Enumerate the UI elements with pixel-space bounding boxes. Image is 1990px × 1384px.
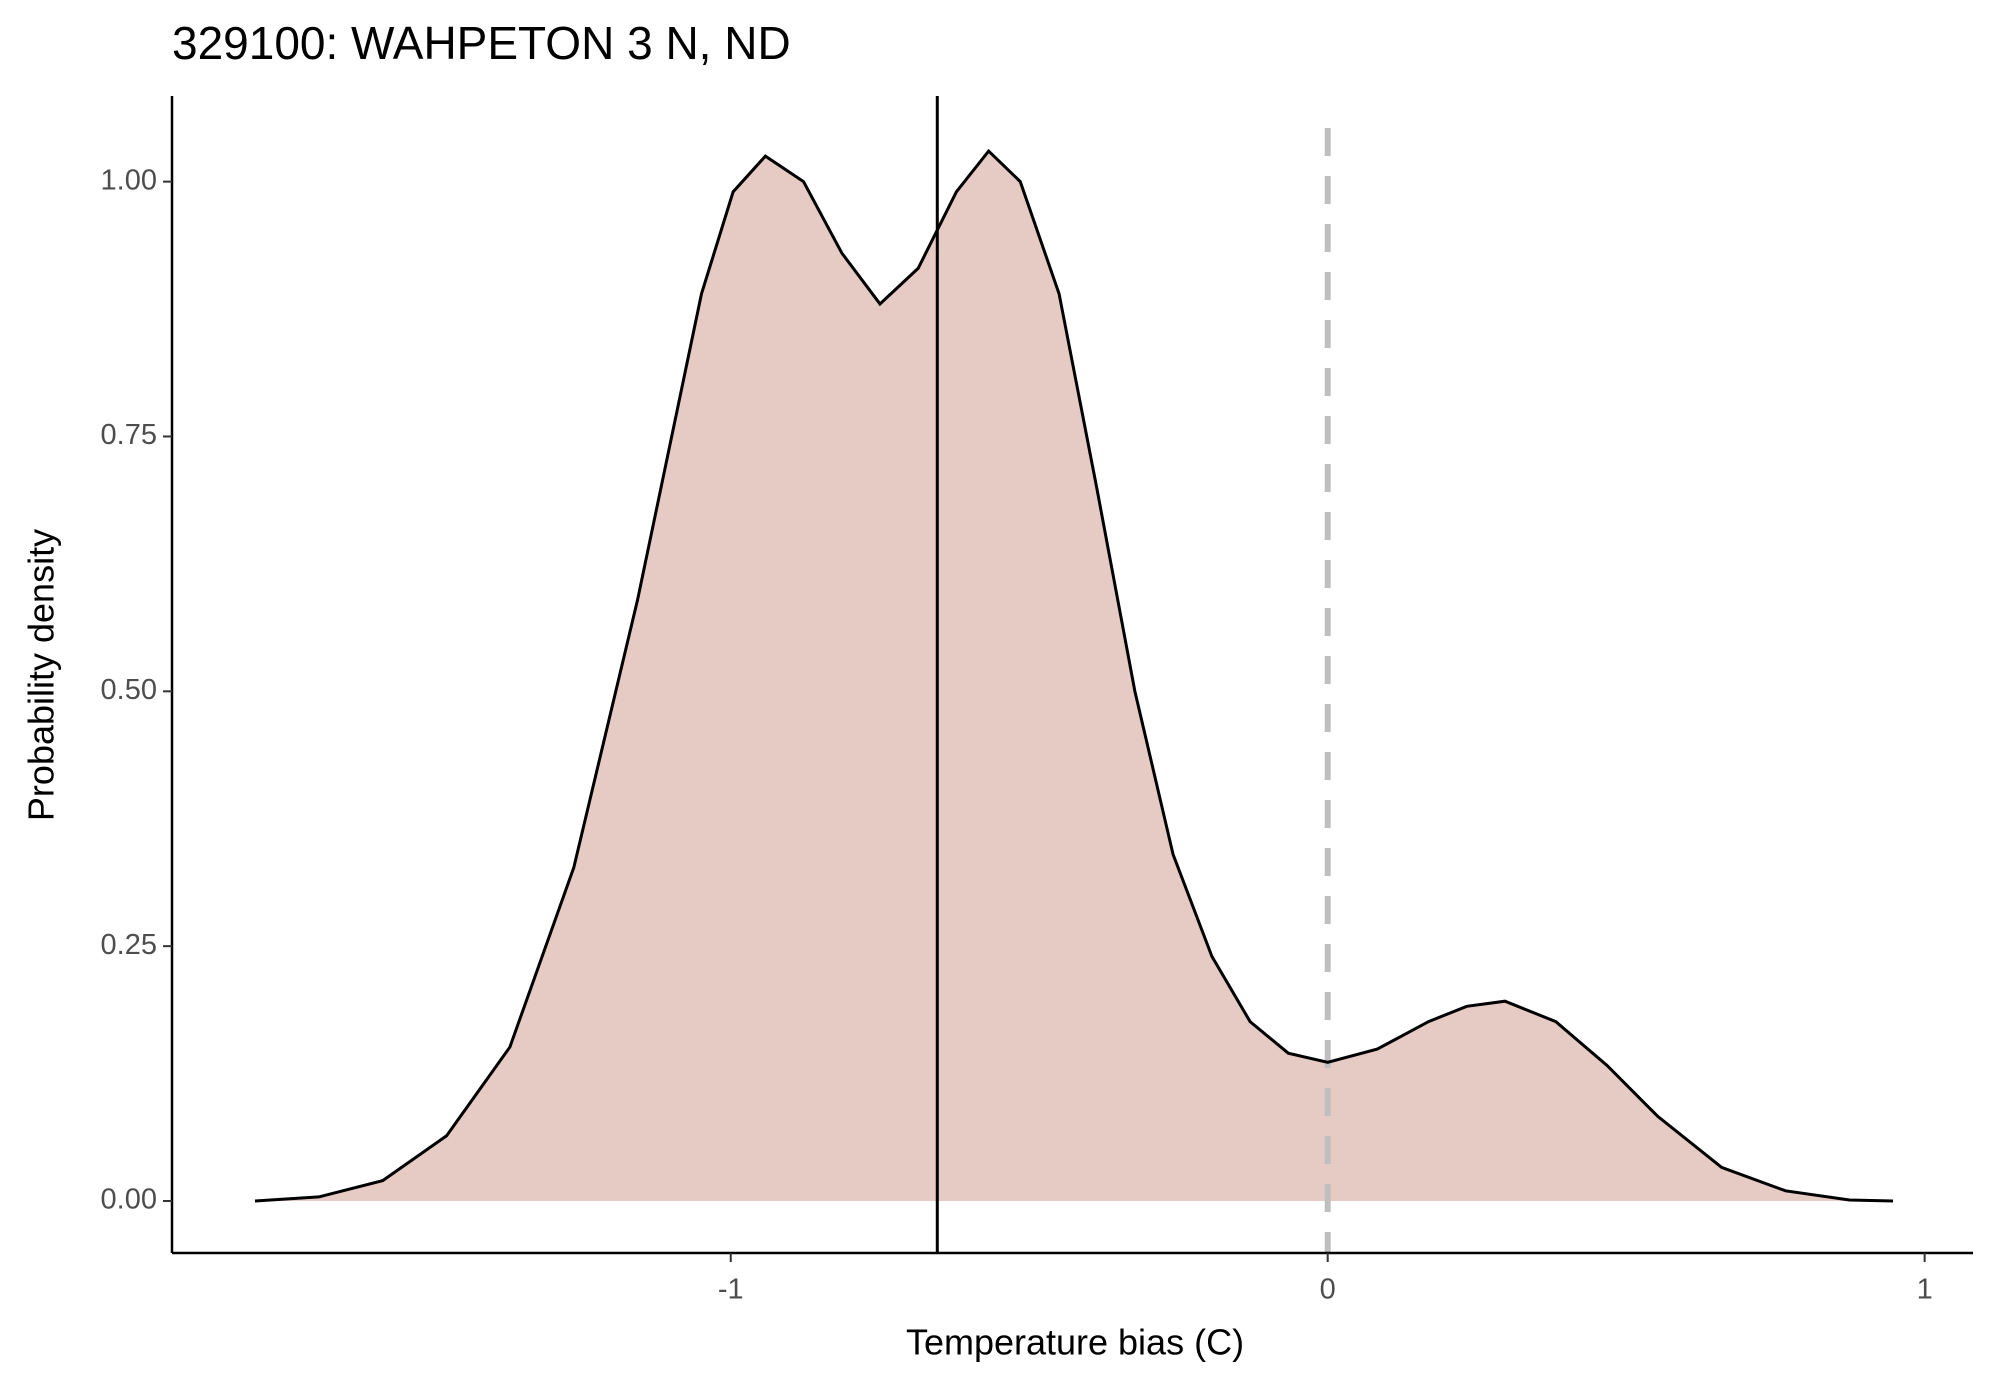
chart-title: 329100: WAHPETON 3 N, ND — [172, 17, 791, 69]
x-tick-label: -1 — [718, 1274, 744, 1306]
y-axis-label: Probability density — [21, 529, 62, 821]
y-tick-label: 0.75 — [101, 419, 157, 451]
density-line — [254, 148, 1894, 1203]
x-tick-label: 1 — [1917, 1274, 1933, 1306]
y-tick-label: 0.00 — [101, 1184, 157, 1216]
y-tick-label: 0.25 — [101, 929, 157, 961]
x-axis-label: Temperature bias (C) — [906, 1322, 1244, 1363]
y-tick-label: 1.00 — [101, 164, 157, 196]
density-area — [254, 151, 1894, 1202]
y-tick-label: 0.50 — [101, 674, 157, 706]
x-tick-label: 0 — [1320, 1274, 1336, 1306]
